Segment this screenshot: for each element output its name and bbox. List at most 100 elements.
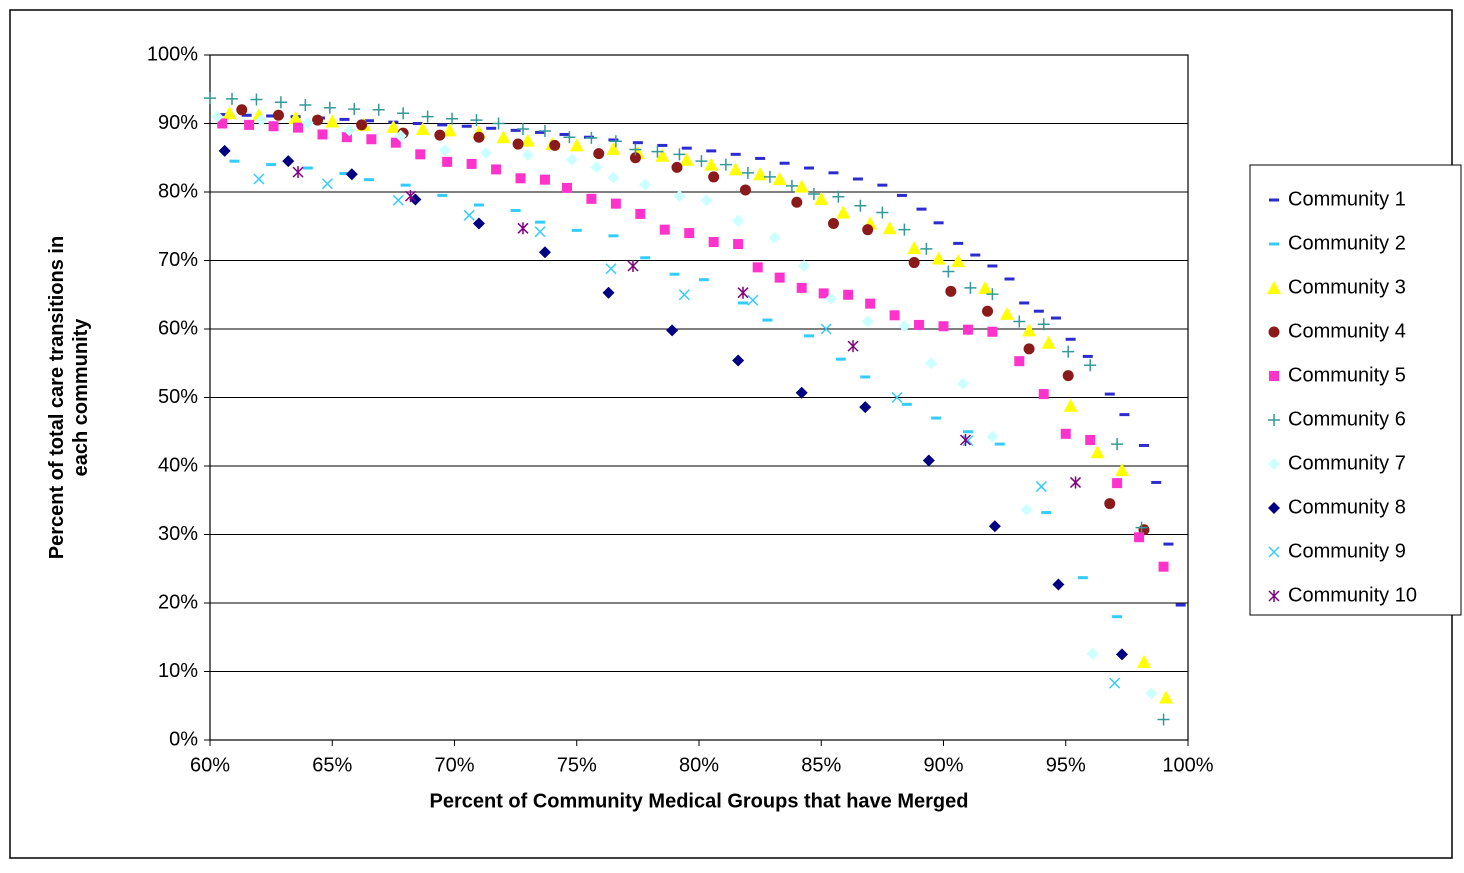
marker: [908, 257, 920, 269]
marker: [372, 103, 385, 116]
marker: [292, 166, 304, 179]
marker: [678, 289, 690, 301]
marker: [673, 148, 686, 161]
marker: [1035, 481, 1047, 493]
marker: [889, 310, 900, 321]
x-tick-label: 90%: [923, 754, 963, 776]
marker: [325, 114, 340, 128]
chart-border: [9, 9, 1453, 859]
marker: [679, 152, 694, 166]
marker: [1013, 315, 1026, 328]
marker: [1267, 281, 1281, 294]
marker: [211, 110, 224, 123]
marker: [301, 116, 314, 129]
marker: [415, 121, 430, 135]
marker: [964, 281, 977, 294]
marker: [987, 326, 998, 337]
marker: [865, 298, 876, 309]
marker: [988, 520, 1001, 533]
marker: [957, 377, 970, 390]
marker: [1134, 532, 1145, 543]
marker: [1062, 345, 1075, 358]
marker: [512, 138, 524, 150]
x-tick-label: 70%: [434, 754, 474, 776]
marker: [651, 145, 664, 158]
marker: [847, 340, 859, 353]
marker: [708, 171, 720, 183]
marker: [606, 141, 621, 155]
legend-label: Community 1: [1288, 188, 1406, 210]
marker: [472, 217, 485, 230]
marker: [798, 259, 811, 272]
marker: [772, 171, 787, 185]
marker: [590, 161, 603, 174]
y-tick-label: 20%: [158, 591, 198, 613]
marker: [1135, 521, 1148, 534]
x-tick-label: 85%: [801, 754, 841, 776]
marker: [442, 156, 453, 167]
marker: [1052, 578, 1065, 591]
marker: [610, 198, 621, 209]
marker: [386, 119, 401, 133]
marker: [898, 320, 911, 333]
marker: [728, 162, 743, 176]
marker: [390, 137, 401, 148]
marker: [348, 103, 361, 116]
marker: [317, 129, 328, 140]
y-tick-label: 60%: [158, 317, 198, 339]
marker: [605, 263, 617, 275]
marker: [563, 131, 576, 144]
marker: [876, 206, 889, 219]
marker: [629, 143, 642, 156]
marker: [1268, 458, 1280, 470]
marker: [907, 241, 922, 255]
marker: [250, 93, 263, 106]
marker: [1037, 318, 1050, 331]
marker: [517, 222, 529, 235]
marker: [635, 208, 646, 219]
marker: [293, 122, 304, 133]
marker: [1136, 654, 1151, 668]
marker: [463, 209, 475, 221]
marker: [639, 178, 652, 191]
marker: [1090, 445, 1105, 459]
marker: [1069, 476, 1082, 489]
marker: [732, 214, 745, 227]
marker: [1038, 389, 1049, 400]
marker: [978, 280, 993, 294]
marker: [891, 391, 903, 404]
marker: [602, 286, 615, 299]
marker: [1014, 356, 1025, 367]
marker: [752, 262, 763, 273]
marker: [774, 272, 785, 283]
marker: [942, 265, 955, 278]
marker: [655, 148, 670, 162]
marker: [659, 224, 670, 235]
marker: [791, 196, 803, 208]
marker: [938, 321, 949, 332]
marker: [341, 132, 352, 143]
marker: [859, 401, 872, 414]
marker: [925, 357, 938, 370]
y-tick-label: 30%: [158, 523, 198, 545]
marker: [515, 173, 526, 184]
marker: [496, 130, 511, 144]
y-axis-title: Percent of total care transitions in each…: [46, 236, 92, 559]
legend: Community 1 Community 2 Community 3 Communi…: [1249, 164, 1462, 616]
marker: [1157, 713, 1170, 726]
marker: [521, 149, 534, 162]
marker: [218, 144, 231, 157]
marker: [593, 148, 605, 160]
marker: [343, 124, 356, 137]
marker: [323, 101, 336, 114]
legend-label: Community 6: [1288, 408, 1406, 430]
marker: [442, 123, 457, 137]
marker: [1109, 677, 1121, 689]
marker: [404, 190, 417, 203]
marker: [1268, 546, 1280, 558]
marker: [539, 174, 550, 185]
marker: [1085, 434, 1096, 445]
marker: [739, 184, 751, 196]
marker: [470, 114, 483, 127]
marker: [959, 433, 972, 446]
